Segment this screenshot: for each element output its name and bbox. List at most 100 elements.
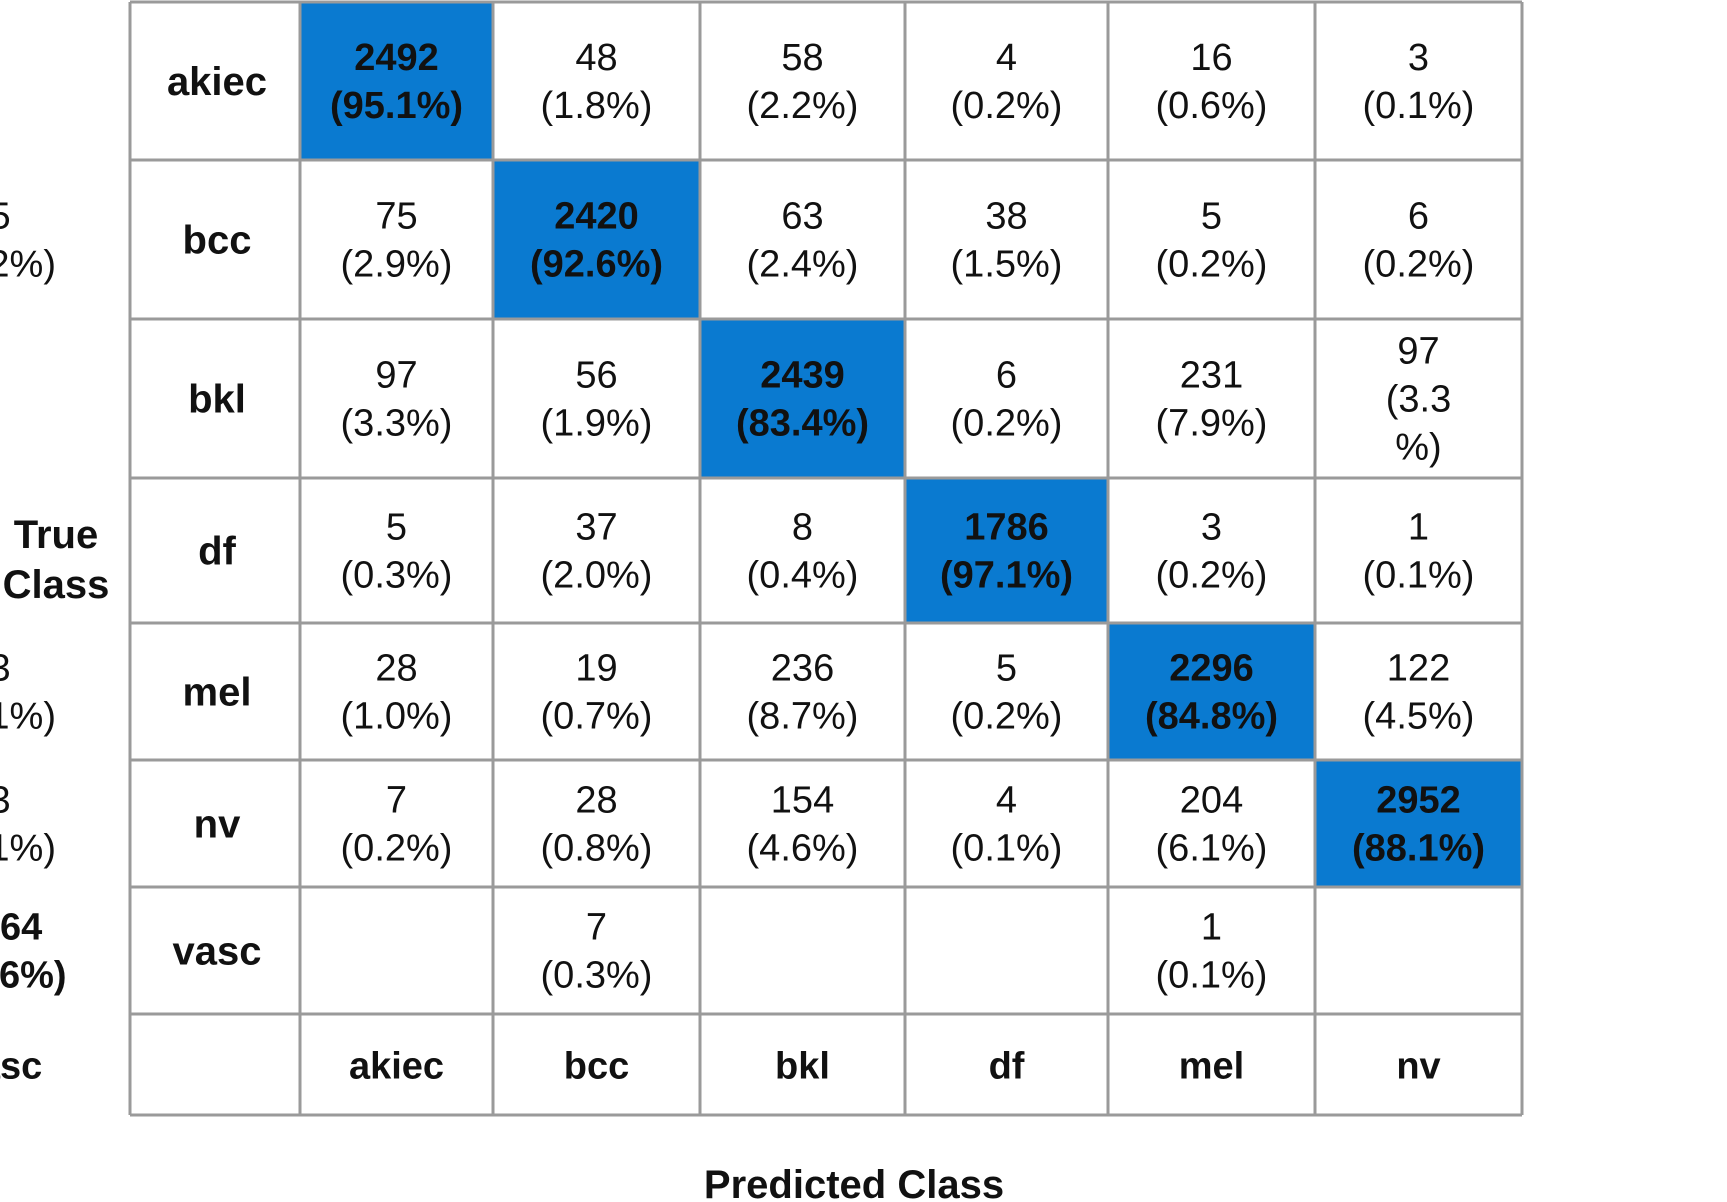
diagonal-cell-nv xyxy=(1315,760,1522,887)
cell-count-akiec-nv: 3 xyxy=(1408,37,1429,79)
cell-percent-bcc-nv: (0.2%) xyxy=(1363,244,1475,286)
cell-percent-df-akiec: (0.3%) xyxy=(341,555,453,597)
cell-count-akiec-mel: 16 xyxy=(1190,37,1232,79)
cell-percent-akiec-mel: (0.6%) xyxy=(1156,85,1268,127)
row-label-bcc: bcc xyxy=(183,219,252,263)
cell-percent-bkl-nv: (3.3 xyxy=(1386,379,1451,421)
cell-percent-nv-mel: (6.1%) xyxy=(1156,828,1268,870)
cell-percent-mel-df: (0.2%) xyxy=(951,696,1063,738)
cell-percent-bcc-akiec: (2.9%) xyxy=(341,244,453,286)
cell-count-bkl-df: 6 xyxy=(996,355,1017,397)
cell-count-bcc-bkl: 63 xyxy=(781,196,823,238)
diagonal-cell-bkl xyxy=(700,319,905,478)
cell-count-bcc-vasc: 5 xyxy=(0,196,11,238)
cell-count-mel-mel: 2296 xyxy=(1169,648,1254,690)
cell-count-vasc-vasc: 2264 xyxy=(0,907,42,949)
cell-percent-vasc-vasc: (99.6%) xyxy=(0,955,67,997)
cell-count-bkl-nv: 97 xyxy=(1397,331,1439,373)
cell-count-mel-nv: 122 xyxy=(1387,648,1450,690)
cell-percent-bcc-mel: (0.2%) xyxy=(1156,244,1268,286)
column-label-mel: mel xyxy=(1179,1046,1244,1088)
cell-count-vasc-mel: 1 xyxy=(1201,907,1222,949)
row-labels: akiec bcc bkl df mel nv vasc xyxy=(167,60,267,974)
cell-count-df-nv: 1 xyxy=(1408,507,1429,549)
cell-percent-nv-akiec: (0.2%) xyxy=(341,828,453,870)
cell-percent-bkl-df: (0.2%) xyxy=(951,403,1063,445)
cell-percent-akiec-nv: (0.1%) xyxy=(1363,85,1475,127)
cell-count-bkl-mel: 231 xyxy=(1180,355,1243,397)
cell-percent-nv-vasc: (0.1%) xyxy=(0,828,56,870)
row-label-mel: mel xyxy=(183,671,252,715)
cell-percent-nv-df: (0.1%) xyxy=(951,828,1063,870)
column-label-vasc: vasc xyxy=(0,1046,42,1088)
row-label-bkl: bkl xyxy=(188,378,246,422)
cell-count-nv-vasc: 3 xyxy=(0,780,11,822)
cell-count-nv-akiec: 7 xyxy=(386,780,407,822)
cell-count-mel-bkl: 236 xyxy=(771,648,834,690)
cell-percent-mel-nv: (4.5%) xyxy=(1363,696,1475,738)
cell-percent-akiec-bkl: (2.2%) xyxy=(747,85,859,127)
matrix-grid xyxy=(128,0,1524,1117)
cell-percent-mel-akiec: (1.0%) xyxy=(341,696,453,738)
diagonal-cell-mel xyxy=(1108,623,1315,760)
cell-percent-df-bcc: (2.0%) xyxy=(541,555,653,597)
cell-percent-mel-bcc: (0.7%) xyxy=(541,696,653,738)
cell-count-df-df: 1786 xyxy=(964,507,1049,549)
column-label-akiec: akiec xyxy=(349,1046,444,1088)
column-label-df: df xyxy=(989,1046,1025,1088)
cell-percent-akiec-df: (0.2%) xyxy=(951,85,1063,127)
cell-percent-bkl-mel: (7.9%) xyxy=(1156,403,1268,445)
cell-percent-nv-bkl: (4.6%) xyxy=(747,828,859,870)
cell-count-mel-bcc: 19 xyxy=(575,648,617,690)
cell-count-mel-akiec: 28 xyxy=(375,648,417,690)
cell-count-bcc-bcc: 2420 xyxy=(554,196,639,238)
cell-percent-mel-mel: (84.8%) xyxy=(1145,696,1278,738)
cell-count-df-bkl: 8 xyxy=(792,507,813,549)
cell-count-df-akiec: 5 xyxy=(386,507,407,549)
cell-count-vasc-bcc: 7 xyxy=(586,907,607,949)
row-label-nv: nv xyxy=(194,803,241,847)
cell-count-nv-nv: 2952 xyxy=(1376,780,1461,822)
cell-percent-mel-vasc: (0.1%) xyxy=(0,696,56,738)
matrix-cells: 2492(95.1%)48(1.8%)58(2.2%)4(0.2%)16(0.6… xyxy=(0,2,1522,997)
row-label-akiec: akiec xyxy=(167,60,267,104)
cell-percent-df-bkl: (0.4%) xyxy=(747,555,859,597)
cell-count-bcc-nv: 6 xyxy=(1408,196,1429,238)
row-label-df: df xyxy=(198,530,236,574)
y-axis-label-line-2: Class xyxy=(3,563,110,607)
cell-percent-nv-nv: (88.1%) xyxy=(1352,828,1485,870)
cell-count-mel-vasc: 3 xyxy=(0,648,11,690)
cell-count-df-mel: 3 xyxy=(1201,507,1222,549)
column-labels: akiec bcc bkl df mel nv vasc xyxy=(0,1046,1441,1088)
row-label-vasc: vasc xyxy=(173,930,262,974)
cell-percent-bcc-bkl: (2.4%) xyxy=(747,244,859,286)
cell-count-bkl-bkl: 2439 xyxy=(760,355,845,397)
cell-percent-vasc-mel: (0.1%) xyxy=(1156,955,1268,997)
cell-percent-bcc-vasc: (0.2%) xyxy=(0,244,56,286)
diagonal-cell-akiec xyxy=(300,2,493,160)
cell-percent-bcc-df: (1.5%) xyxy=(951,244,1063,286)
cell-count-nv-bkl: 154 xyxy=(771,780,834,822)
cell-percent-df-mel: (0.2%) xyxy=(1156,555,1268,597)
cell-percent-bkl-akiec: (3.3%) xyxy=(341,403,453,445)
cell-count-bcc-df: 38 xyxy=(985,196,1027,238)
column-label-bcc: bcc xyxy=(564,1046,629,1088)
cell-count-df-bcc: 37 xyxy=(575,507,617,549)
cell-percent-bkl-bcc: (1.9%) xyxy=(541,403,653,445)
cell-percent-bkl-bkl: (83.4%) xyxy=(736,403,869,445)
diagonal-cell-bcc xyxy=(493,160,700,319)
column-label-bkl: bkl xyxy=(775,1046,830,1088)
y-axis-label-line-1: True xyxy=(14,513,98,557)
cell-count-mel-df: 5 xyxy=(996,648,1017,690)
cell-count-akiec-bkl: 58 xyxy=(781,37,823,79)
cell-count-nv-mel: 204 xyxy=(1180,780,1243,822)
cell-count-bcc-mel: 5 xyxy=(1201,196,1222,238)
diagonal-cell-df xyxy=(905,478,1108,623)
cell-percent-bcc-bcc: (92.6%) xyxy=(530,244,663,286)
cell-count-akiec-bcc: 48 xyxy=(575,37,617,79)
cell-percent-nv-bcc: (0.8%) xyxy=(541,828,653,870)
cell-count-akiec-df: 4 xyxy=(996,37,1017,79)
x-axis-label: Predicted Class xyxy=(704,1163,1004,1202)
cell-count-bcc-akiec: 75 xyxy=(375,196,417,238)
